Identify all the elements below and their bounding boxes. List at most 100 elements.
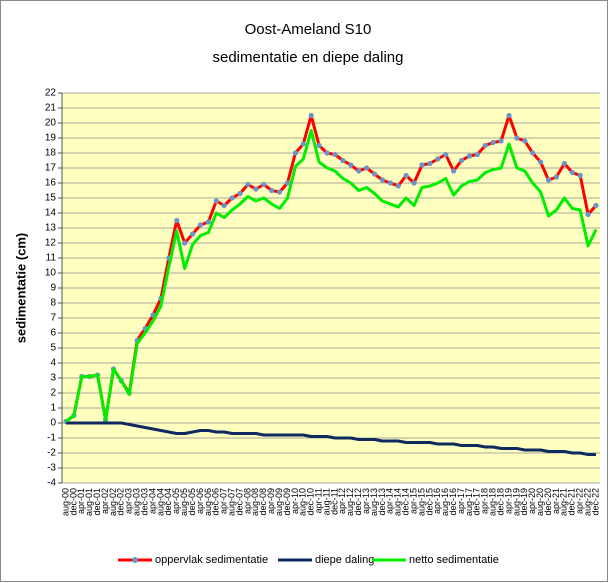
x-tick-label: apr-22 (575, 488, 585, 514)
y-tick-label: 1 (50, 403, 56, 414)
legend-label: diepe daling (315, 554, 374, 566)
y-tick-label: 13 (45, 223, 57, 234)
y-tick-label: -4 (47, 478, 56, 489)
x-tick-label: dec-19 (519, 488, 529, 516)
data-point (269, 187, 275, 194)
x-tick-label: aug-15 (416, 488, 426, 516)
y-tick-label: 11 (46, 253, 57, 264)
x-tick-label: dec-14 (401, 488, 411, 516)
y-tick-label: 4 (50, 358, 56, 369)
x-tick-label: dec-09 (282, 488, 292, 516)
x-tick-label: apr-03 (124, 488, 134, 514)
data-point (522, 138, 528, 144)
y-tick-label: 8 (50, 298, 56, 309)
data-point (451, 168, 457, 174)
data-point (466, 153, 473, 159)
y-tick-label: 22 (45, 88, 57, 99)
data-point (545, 177, 552, 183)
series-line (66, 421, 596, 456)
x-tick-label: aug-05 (179, 488, 189, 516)
x-tick-label: dec-00 (68, 488, 78, 516)
y-tick-label: 21 (45, 103, 57, 114)
data-point (292, 150, 299, 156)
data-point (474, 151, 480, 158)
x-tick-label: aug-00 (60, 488, 70, 516)
x-tick-label: aug-09 (274, 488, 284, 516)
data-point (245, 181, 251, 188)
legend-item: diepe daling (278, 554, 374, 566)
y-tick-label: 18 (45, 148, 57, 159)
x-tick-label: dec-13 (377, 488, 387, 516)
data-point (261, 181, 267, 188)
x-tick-label: apr-08 (242, 488, 252, 514)
y-tick-label: 10 (45, 268, 57, 279)
x-tick-label: dec-07 (234, 488, 244, 516)
x-tick-label: aug-07 (226, 488, 236, 516)
x-tick-label: apr-16 (432, 488, 442, 514)
x-tick-label: aug-11 (321, 488, 331, 515)
y-tick-label: 12 (45, 238, 57, 249)
data-point (371, 171, 378, 177)
x-tick-label: dec-17 (472, 488, 482, 516)
data-point (174, 217, 180, 224)
x-tick-label: aug-18 (488, 488, 498, 516)
x-tick-label: aug-22 (582, 488, 592, 516)
data-point (435, 156, 441, 162)
x-tick-label: aug-01 (84, 488, 94, 516)
chart-subtitle: sedimentatie en diepe daling (213, 49, 404, 66)
y-tick-label: 9 (50, 283, 56, 294)
x-tick-label: dec-12 (353, 488, 363, 516)
y-tick-label: -2 (47, 448, 56, 459)
data-point (411, 180, 417, 186)
x-tick-label: aug-04 (155, 488, 165, 516)
x-tick-label: aug-14 (393, 488, 403, 516)
x-tick-label: dec-21 (567, 488, 577, 516)
x-tick-label: dec-16 (448, 488, 458, 516)
y-tick-label: 3 (50, 373, 56, 384)
data-point (276, 189, 283, 195)
y-tick-label: 2 (50, 388, 56, 399)
x-tick-label: apr-10 (290, 488, 300, 514)
x-tick-label: aug-06 (203, 488, 213, 516)
x-tick-label: dec-22 (590, 488, 600, 516)
data-point (506, 112, 512, 119)
x-tick-label: apr-20 (527, 488, 537, 514)
x-tick-label: apr-06 (195, 488, 205, 514)
data-point (182, 240, 188, 246)
x-tick-label: apr-11 (314, 488, 324, 513)
y-tick-label: 5 (50, 343, 56, 354)
data-point (363, 165, 370, 171)
y-tick-label: -3 (47, 463, 56, 474)
data-point (308, 112, 314, 119)
data-point (443, 151, 449, 158)
x-tick-label: apr-19 (503, 488, 513, 514)
data-point (332, 151, 338, 158)
data-point (379, 177, 386, 183)
x-tick-label: apr-13 (361, 488, 371, 514)
x-tick-label: apr-04 (147, 488, 157, 514)
data-point (340, 157, 346, 164)
data-point (387, 180, 393, 186)
x-tick-label: apr-17 (456, 488, 466, 514)
x-tick-label: aug-21 (559, 488, 569, 516)
y-tick-label: 17 (45, 163, 57, 174)
y-axis-label: sedimentatie (cm) (13, 233, 28, 344)
x-tick-label: dec-10 (306, 488, 316, 516)
data-point (324, 150, 330, 156)
data-point (561, 160, 567, 167)
data-point (514, 135, 520, 141)
legend-label: oppervlak sedimentatie (155, 554, 268, 566)
x-tick-label: aug-02 (108, 488, 118, 516)
x-tick-label: aug-19 (511, 488, 521, 516)
x-tick-label: apr-09 (266, 488, 276, 514)
legend-item: oppervlak sedimentatie (118, 554, 268, 566)
data-point (458, 157, 465, 164)
data-point (395, 183, 401, 189)
data-point (530, 150, 536, 156)
y-tick-label: -1 (47, 433, 56, 444)
data-point (419, 162, 425, 168)
data-point (237, 190, 243, 197)
x-tick-label: aug-17 (464, 488, 474, 516)
y-tick-label: 19 (45, 133, 57, 144)
